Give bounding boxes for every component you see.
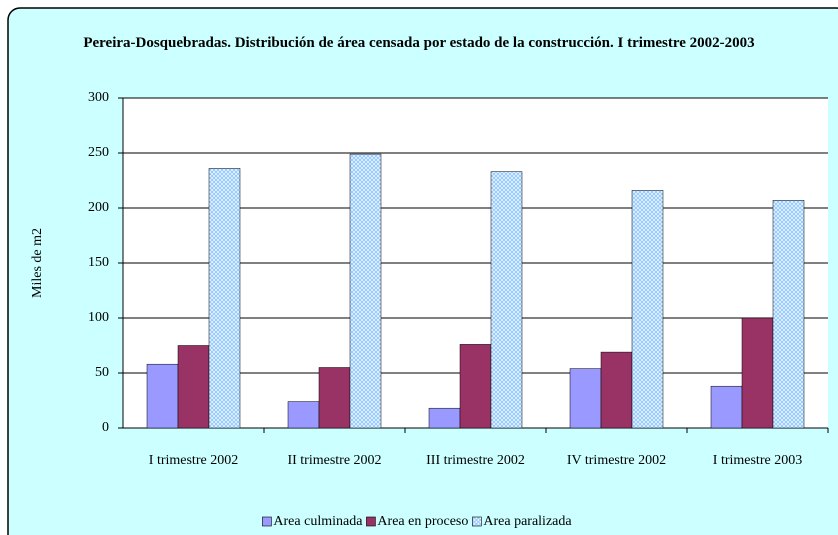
bar — [710, 385, 743, 429]
x-tick-label: III trimestre 2002 — [426, 453, 525, 468]
y-axis-label: Miles de m2 — [30, 228, 45, 298]
legend-label: Area paralizada — [483, 514, 572, 529]
bar — [428, 407, 461, 429]
legend: Area culminada Area en proceso Area parali… — [262, 514, 572, 529]
bar — [177, 345, 210, 429]
legend-label: Area culminada — [273, 514, 363, 529]
y-tick-label: 0 — [102, 420, 109, 435]
bar — [490, 171, 523, 429]
y-tick-label: 200 — [88, 200, 109, 215]
bar — [631, 190, 664, 429]
legend-swatch — [472, 516, 482, 527]
bar — [318, 367, 351, 429]
bar — [600, 351, 633, 429]
y-tick-label: 150 — [88, 255, 109, 270]
bar — [208, 168, 241, 429]
bar — [287, 401, 320, 429]
bar — [741, 317, 774, 429]
y-tick-label: 50 — [95, 365, 109, 380]
bar — [459, 344, 492, 429]
y-tick-label: 100 — [88, 310, 109, 325]
y-tick-label: 250 — [88, 145, 109, 160]
y-tick-label: 300 — [88, 90, 109, 105]
x-tick-label: I trimestre 2003 — [712, 453, 803, 468]
bar — [349, 153, 382, 429]
x-tick-label: IV trimestre 2002 — [566, 453, 667, 468]
legend-label: Area en proceso — [377, 514, 468, 529]
bar — [146, 363, 179, 429]
x-tick-label: II trimestre 2002 — [287, 453, 382, 468]
chart-title: Pereira-Dosquebradas. Distribución de ár… — [83, 35, 755, 51]
legend-swatch — [366, 516, 376, 527]
bar — [772, 200, 805, 429]
bar — [569, 368, 602, 429]
legend-swatch — [262, 516, 272, 527]
x-tick-label: I trimestre 2002 — [148, 453, 239, 468]
